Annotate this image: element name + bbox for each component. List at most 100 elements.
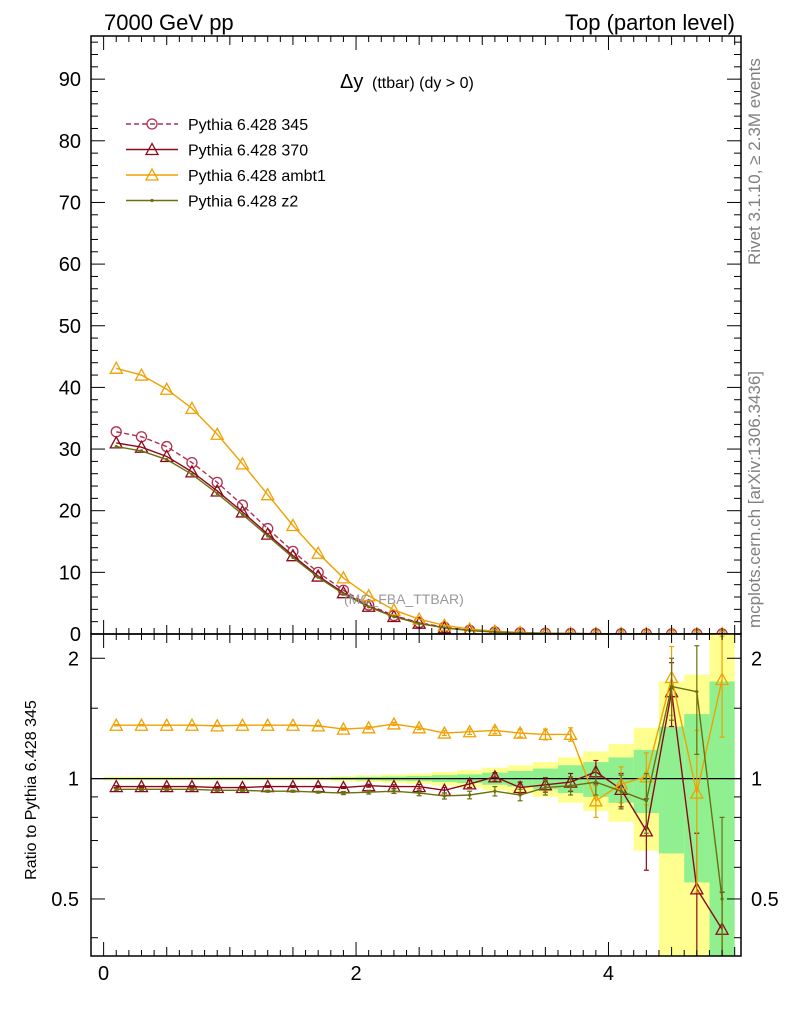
legend-marker (144, 142, 160, 156)
main-data-point (311, 545, 326, 559)
uncertainty-band-inner (658, 726, 685, 854)
main-data-point (515, 625, 525, 634)
main-y-tick-label: 70 (59, 192, 81, 214)
main-data-point (462, 621, 477, 634)
main-data-point (236, 499, 249, 511)
energy-label: 7000 GeV pp (104, 10, 234, 35)
ratio-series-group (91, 634, 741, 956)
main-data-point (336, 570, 351, 584)
ratio-data-point (689, 785, 704, 799)
main-data-point (109, 360, 124, 374)
ratio-data-point (462, 724, 477, 738)
main-data-point (489, 623, 501, 634)
legend-label: Pythia 6.428 370 (188, 143, 308, 160)
main-y-tick-label: 20 (59, 501, 81, 523)
main-data-point (266, 534, 270, 538)
ratio-y-tick-label: 1 (68, 769, 79, 791)
legend-label: Pythia 6.428 z2 (188, 194, 298, 211)
ratio-y-tick-label: 2 (751, 648, 762, 670)
main-y-tick-label: 90 (59, 69, 81, 91)
main-y-tick-label: 30 (59, 439, 81, 461)
ratio-y-label: Ratio to Pythia 6.428 345 (23, 700, 40, 880)
ratio-data-point (235, 780, 250, 794)
ratio-data-point (210, 780, 225, 794)
mcplots-label: mcplots.cern.ch [arXiv:1306.3436] (745, 371, 764, 628)
main-data-point (260, 487, 275, 501)
ratio-data-point (184, 717, 200, 731)
main-data-point (417, 621, 421, 626)
main-y-tick-label: 50 (59, 316, 81, 338)
ratio-data-point (109, 717, 124, 731)
ratio-data-point (442, 794, 446, 798)
ratio-data-point (285, 717, 301, 731)
main-data-point (186, 456, 198, 469)
main-data-point (159, 381, 174, 395)
ratio-data-point (518, 793, 522, 797)
main-data-point (215, 491, 219, 496)
ratio-data-point (569, 784, 573, 788)
ratio-data-point (468, 793, 472, 797)
ratio-data-point (291, 789, 295, 793)
ratio-data-point (487, 723, 502, 737)
main-y-tick-label: 40 (59, 377, 81, 399)
main-data-point (190, 472, 194, 476)
ratio-data-point (417, 791, 421, 795)
main-data-point (134, 367, 149, 381)
ratio-data-point (543, 785, 547, 790)
ratio-data-point (316, 790, 320, 794)
ratio-y-tick-label: 1 (751, 769, 762, 791)
ratio-data-point (493, 789, 497, 793)
ratio-y-axis: 0.5 0.5 1 1 2 2 (51, 648, 779, 939)
main-data-point (184, 464, 200, 478)
ratio-data-point (159, 779, 174, 793)
ratio-data-point (695, 690, 699, 694)
ratio-data-point (109, 779, 124, 793)
main-data-point (210, 426, 225, 440)
main-data-point (165, 457, 169, 462)
ratio-data-point (134, 717, 149, 731)
ratio-y-tick-label: 2 (68, 648, 79, 670)
ratio-data-point (644, 799, 648, 803)
main-data-point (159, 449, 174, 463)
ratio-data-point (386, 716, 402, 730)
ratio-frame (90, 633, 742, 957)
ratio-data-point (588, 793, 603, 807)
main-data-point (361, 588, 376, 602)
ratio-data-point (266, 789, 270, 793)
ratio-data-point (311, 718, 326, 732)
ratio-data-point (412, 720, 427, 734)
ratio-data-point (437, 725, 452, 739)
x-axis: 0 2 4 (98, 634, 736, 985)
main-data-point (367, 605, 371, 609)
ratio-y-tick-label: 0.5 (751, 889, 779, 911)
process-label: Top (parton level) (565, 10, 735, 35)
main-data-point (316, 575, 320, 579)
main-data-point (291, 555, 295, 560)
x-tick-label: 0 (98, 963, 109, 985)
main-data-point (184, 401, 200, 415)
ratio-data-point (165, 787, 169, 791)
main-data-point (285, 518, 301, 532)
main-x-ticks (103, 36, 736, 634)
main-data-point (139, 449, 144, 453)
ratio-data-point (139, 787, 144, 791)
main-data-point (114, 444, 118, 449)
ratio-data-point (341, 791, 346, 795)
chart-title-main: Δy (340, 71, 363, 93)
ratio-data-point (260, 717, 275, 731)
ratio-data-point (689, 881, 704, 895)
main-data-point (442, 626, 446, 630)
ratio-data-point (361, 720, 376, 734)
legend-label: Pythia 6.428 ambt1 (188, 168, 326, 185)
ratio-panel: 0.5 0.5 1 1 2 2 0 2 4 Ratio to Pythia 6.428 345 (23, 633, 779, 985)
ratio-data-point (563, 727, 578, 741)
main-y-axis: 0 10 20 30 40 50 60 70 80 90 (59, 41, 741, 646)
main-y-tick-label: 10 (59, 562, 81, 584)
x-tick-label: 2 (350, 963, 361, 985)
ratio-data-point (210, 718, 225, 732)
chart-title-sub: (ttbar) (dy > 0) (372, 75, 474, 92)
legend-label: Pythia 6.428 345 (188, 117, 308, 134)
ratio-data-point (487, 769, 502, 783)
ratio-data-point (235, 717, 250, 731)
